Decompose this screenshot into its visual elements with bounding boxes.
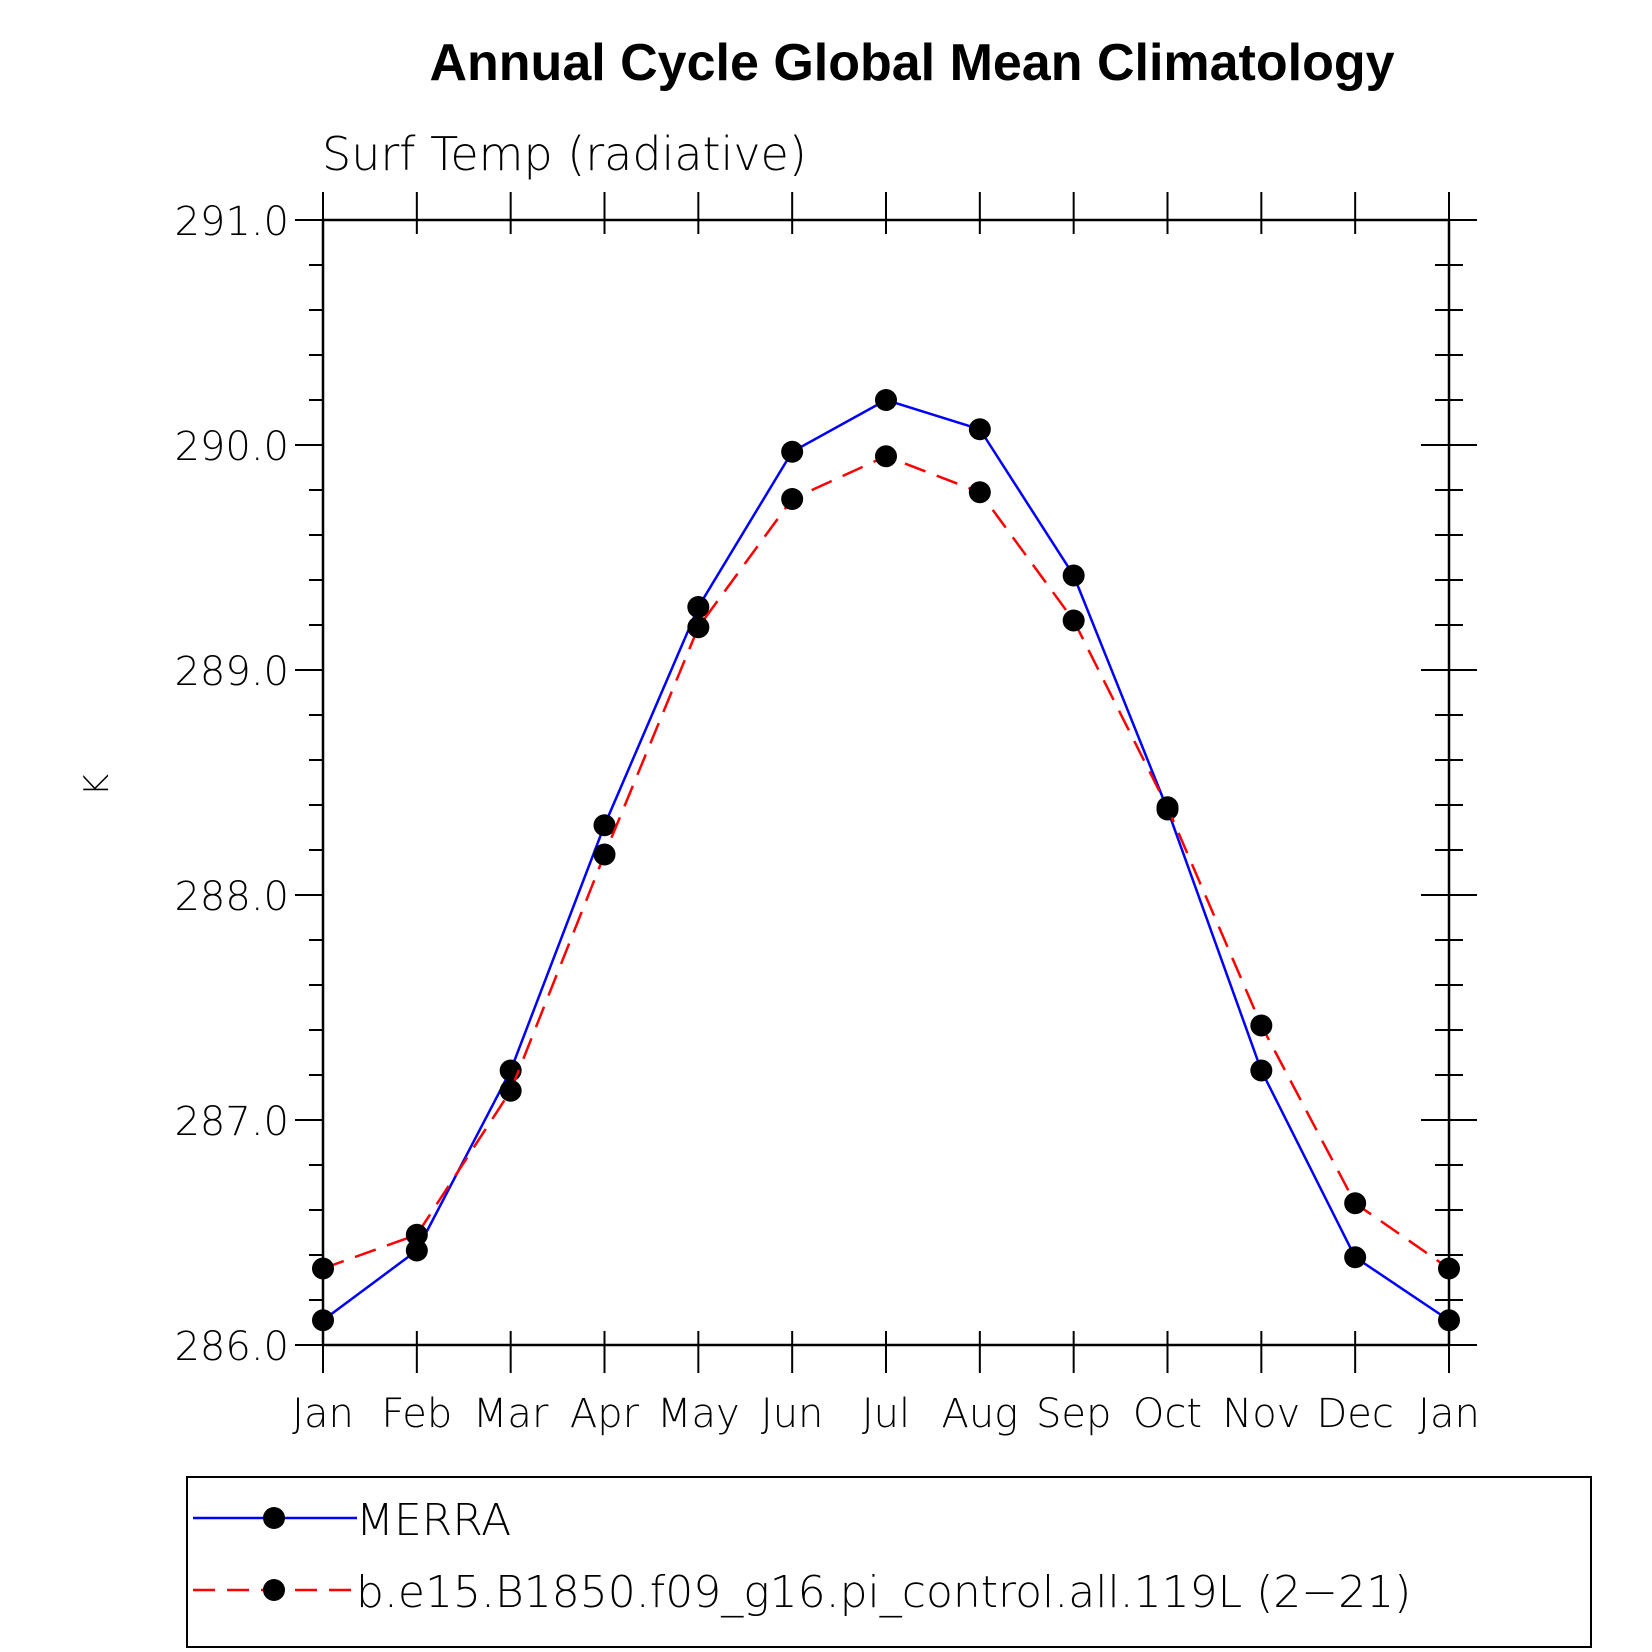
y-tick-label: 289.0 [174,649,289,695]
x-tick-label: Jan [1418,1391,1480,1437]
data-point-series-0 [312,1309,334,1332]
data-point-series-1 [1344,1192,1367,1215]
legend-marker-model [263,1579,285,1601]
chart-title: Annual Cycle Global Mean Climatology [429,34,1394,92]
data-point-series-1 [875,445,897,468]
legend-label-merra: MERRA [356,1495,511,1546]
data-point-series-0 [875,389,897,411]
data-point-series-1 [312,1257,334,1280]
plot-border [321,218,1451,1347]
x-tick-label: Jul [862,1391,910,1437]
x-tick-label: Mar [473,1391,549,1437]
data-point-series-1 [687,616,710,639]
legend-marker-merra [263,1507,285,1529]
series-layer [312,389,1460,1332]
y-tick-label: 288.0 [174,874,289,920]
data-point-series-0 [593,814,616,837]
data-point-series-1 [1250,1014,1273,1037]
series-line-1 [322,454,1450,1270]
legend: MERRA b.e15.B1850.f09_g16.pi_control.all… [186,1476,1592,1648]
data-point-series-0 [1344,1246,1367,1269]
y-axis-label: K [77,774,117,796]
data-point-series-0 [1250,1059,1273,1082]
x-tick-label: Apr [570,1391,640,1437]
y-axis-ticks: 286.0 287.0 288.0 289.0 290.0 291.0 [174,199,1477,1370]
legend-label-model: b.e15.B1850.f09_g16.pi_control.all.119L … [356,1567,1411,1618]
x-tick-label: Sep [1036,1391,1111,1437]
x-tick-label: Dec [1316,1391,1393,1437]
data-point-series-0 [968,418,991,441]
data-point-series-1 [1062,609,1085,632]
legend-box [186,1476,1592,1648]
x-tick-label: May [657,1391,740,1437]
data-point-series-1 [593,843,616,866]
data-point-series-0 [1438,1309,1460,1332]
data-point-series-0 [781,440,804,463]
plot-frame [321,218,1451,1347]
x-tick-label: Jan [292,1391,354,1437]
y-tick-label: 290.0 [174,424,289,470]
x-tick-label: Jun [761,1391,824,1437]
data-point-series-0 [687,596,710,618]
x-tick-label: Aug [941,1391,1018,1437]
x-tick-label: Oct [1133,1391,1202,1437]
x-axis-ticks: Jan Feb Mar Apr May Jun Jul Aug Sep Oct Nov Dec Jan [292,192,1480,1437]
data-point-series-0 [405,1239,428,1262]
data-point-series-1 [499,1079,522,1102]
series-line-0 [322,398,1450,1322]
y-tick-label: 291.0 [174,199,289,245]
data-point-series-0 [1062,564,1085,587]
chart-subtitle: Surf Temp (radiative) [322,127,807,181]
y-tick-label: 287.0 [174,1099,289,1145]
y-tick-label: 286.0 [174,1324,289,1370]
data-point-series-1 [405,1223,428,1246]
data-point-series-1 [1156,796,1179,819]
data-point-series-1 [781,488,804,510]
x-tick-label: Feb [381,1391,452,1437]
data-point-series-1 [968,481,991,504]
x-tick-label: Nov [1222,1391,1300,1437]
data-point-series-1 [1438,1257,1460,1280]
